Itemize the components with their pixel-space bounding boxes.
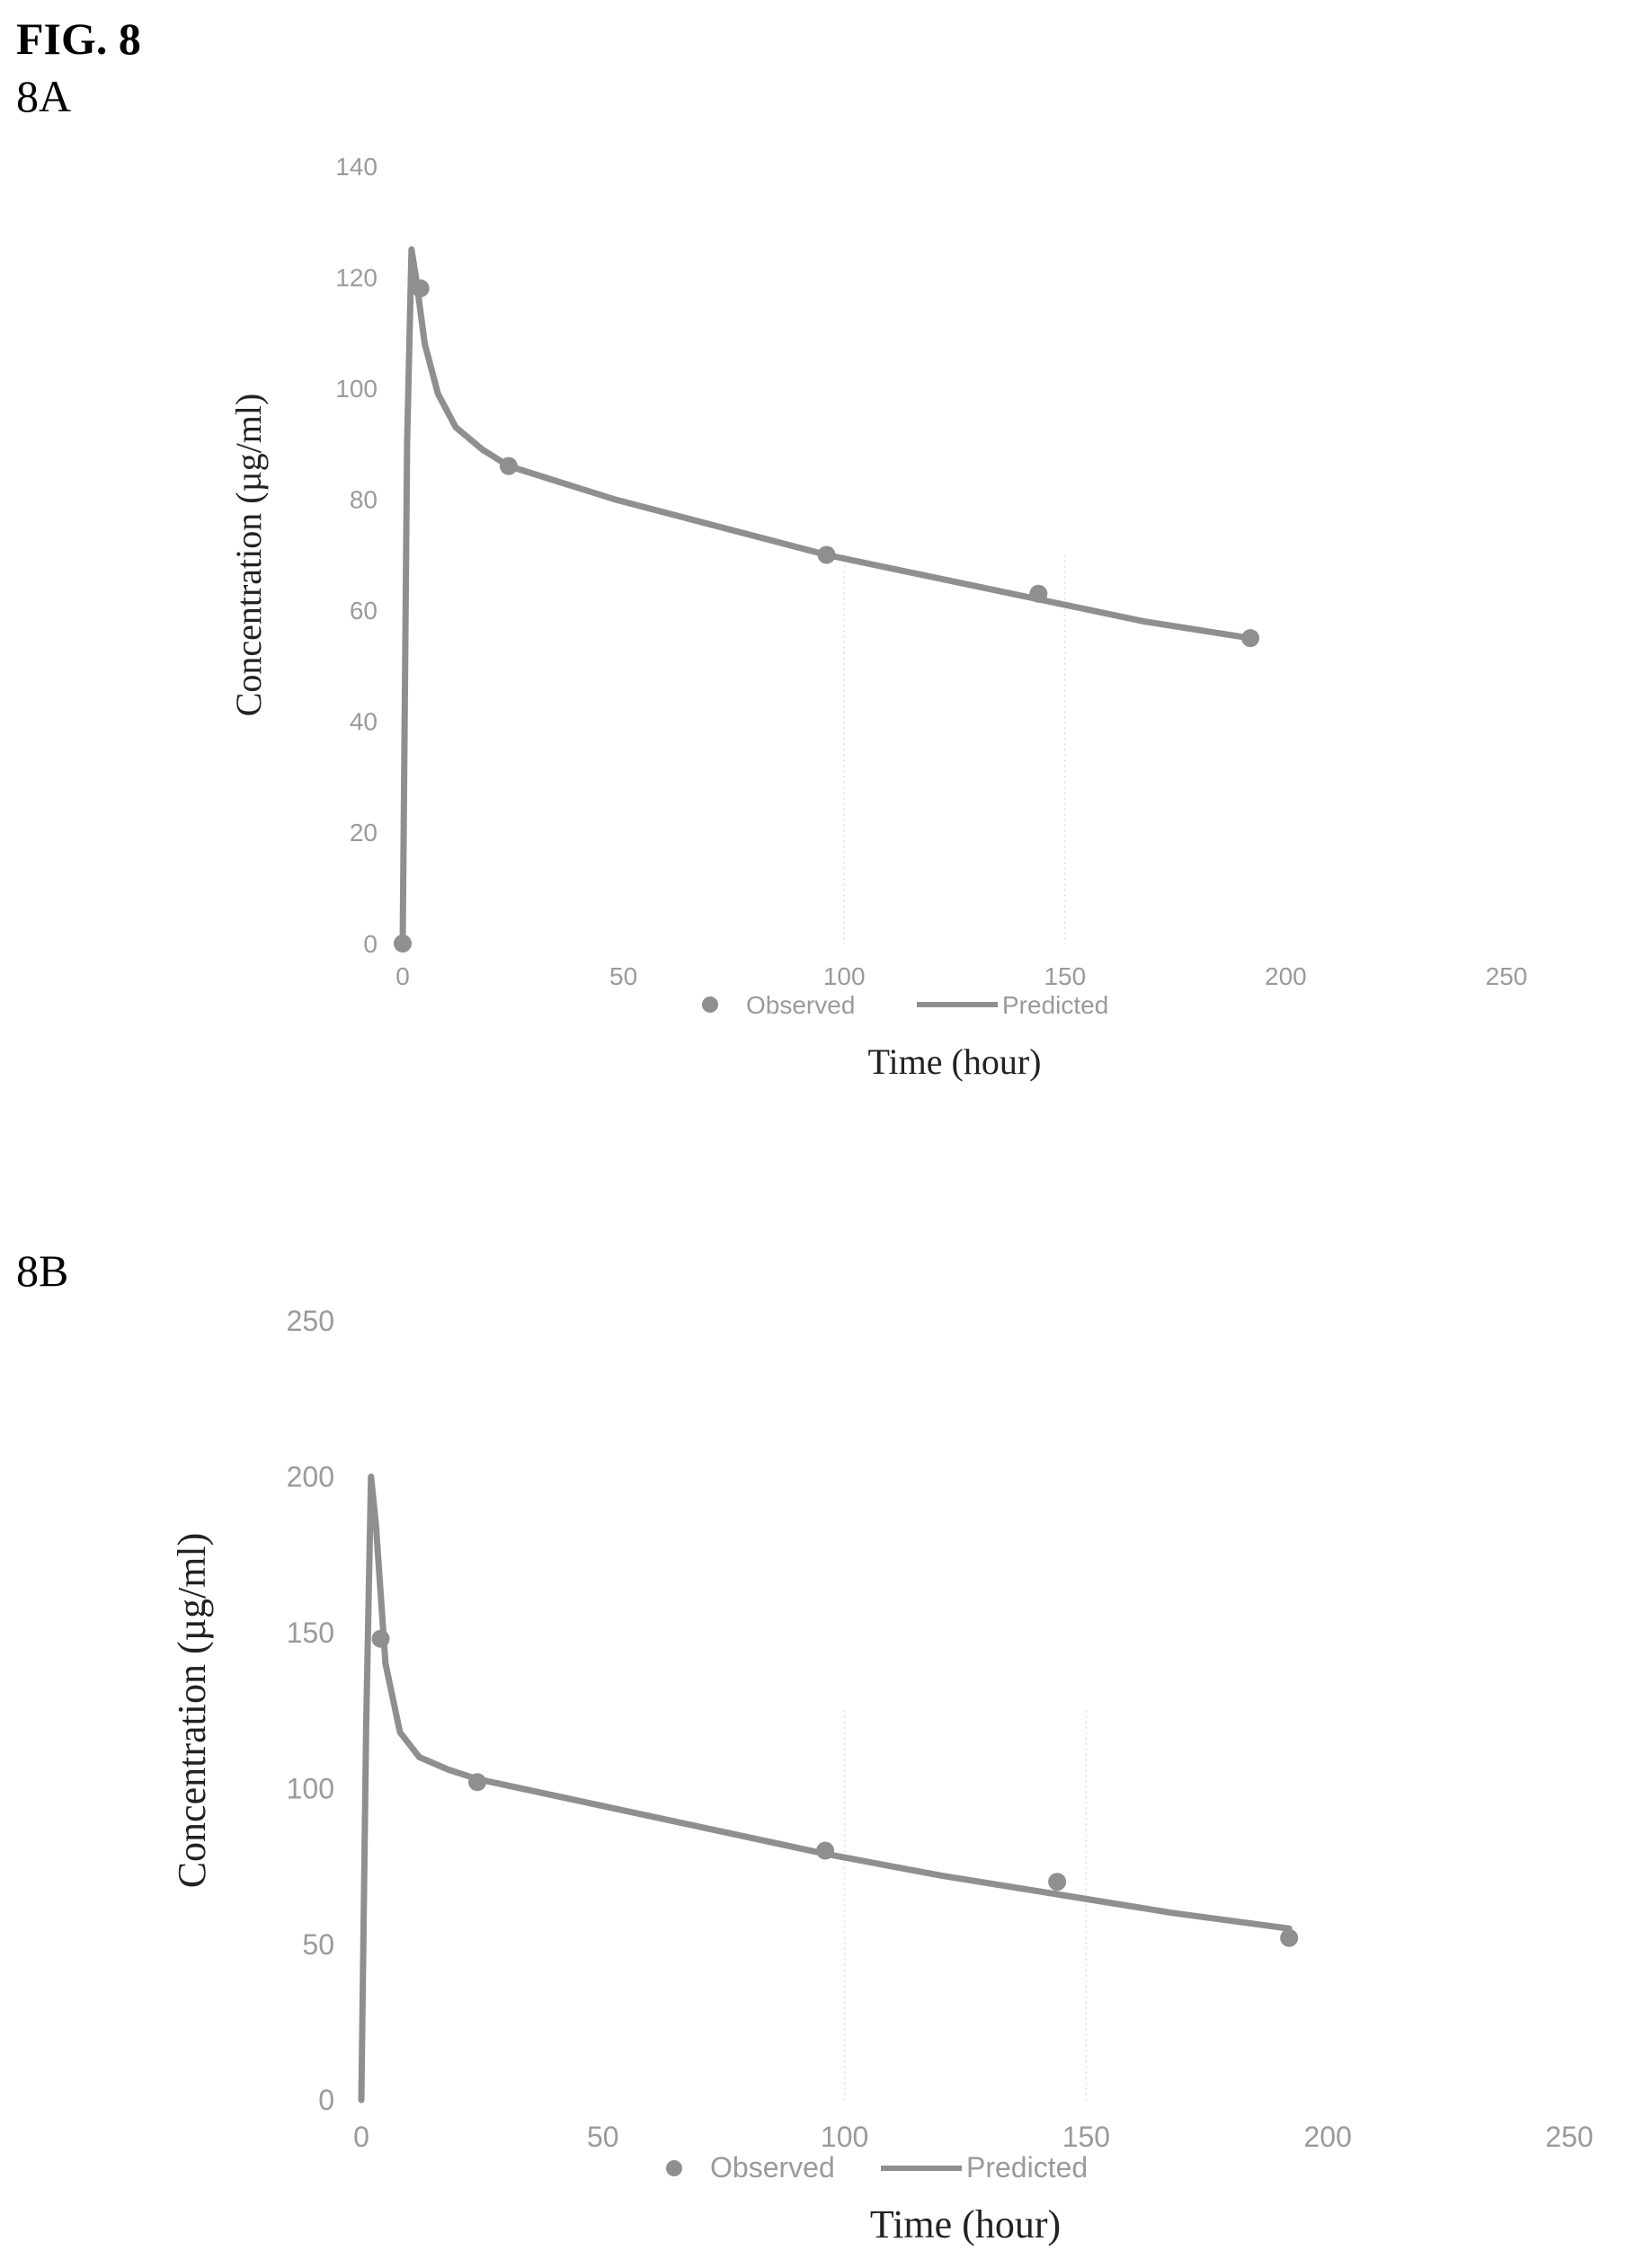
y-axis-title: Concentration (µg/ml) bbox=[170, 1533, 214, 1889]
x-axis-title: Time (hour) bbox=[870, 2202, 1061, 2246]
data-point-observed bbox=[1241, 629, 1260, 648]
y-tick-label: 200 bbox=[287, 1461, 334, 1493]
chart-8b: 0 50 100 150 200 250 0 50 100 150 200 250 Observed Pr… bbox=[170, 1305, 1594, 2246]
x-tick-label: 150 bbox=[1062, 2121, 1110, 2153]
x-tick-label: 150 bbox=[1044, 962, 1086, 990]
figure-title: FIG. 8 bbox=[16, 13, 141, 64]
panel-label-8b: 8B bbox=[16, 1245, 69, 1296]
y-tick-label: 80 bbox=[350, 486, 378, 514]
legend-label-predicted: Predicted bbox=[1002, 991, 1108, 1019]
y-axis-title: Concentration (µg/ml) bbox=[228, 394, 269, 717]
data-point-observed bbox=[817, 545, 836, 564]
legend-label-predicted: Predicted bbox=[966, 2151, 1088, 2184]
legend-label-observed: Observed bbox=[746, 991, 855, 1019]
x-tick-label: 100 bbox=[823, 962, 866, 990]
data-point-observed bbox=[499, 456, 518, 475]
data-point-observed bbox=[394, 935, 412, 952]
data-point-observed bbox=[816, 1841, 835, 1860]
x-tick-label: 200 bbox=[1304, 2121, 1352, 2153]
series-line-predicted bbox=[399, 246, 1254, 947]
data-point-observed bbox=[1280, 1928, 1299, 1947]
series-line-predicted bbox=[358, 1473, 1293, 2104]
legend-marker-observed bbox=[666, 2160, 682, 2176]
y-tick-label: 100 bbox=[287, 1772, 334, 1804]
legend-label-observed: Observed bbox=[710, 2151, 835, 2184]
y-tick-label: 0 bbox=[363, 930, 378, 958]
data-point-observed bbox=[371, 1629, 390, 1648]
y-tick-label: 40 bbox=[350, 708, 378, 736]
y-tick-label: 20 bbox=[350, 819, 378, 846]
x-tick-label: 0 bbox=[353, 2121, 369, 2153]
x-tick-label: 50 bbox=[587, 2121, 619, 2153]
x-tick-label: 50 bbox=[609, 962, 637, 990]
data-point-observed bbox=[411, 279, 430, 297]
y-tick-label: 100 bbox=[335, 375, 378, 403]
chart-8a: 0 20 40 60 80 100 120 140 0 50 100 150 200 250 Observe… bbox=[228, 153, 1528, 1082]
y-tick-label: 250 bbox=[287, 1305, 334, 1337]
y-tick-label: 50 bbox=[302, 1928, 334, 1961]
y-tick-label: 120 bbox=[335, 263, 378, 291]
y-tick-label: 150 bbox=[287, 1617, 334, 1649]
panel-label-8a: 8A bbox=[16, 71, 72, 121]
x-tick-label: 250 bbox=[1545, 2121, 1593, 2153]
y-tick-label: 140 bbox=[335, 153, 378, 181]
legend-marker-observed bbox=[702, 997, 718, 1013]
x-tick-label: 250 bbox=[1486, 962, 1528, 990]
x-tick-label: 0 bbox=[395, 962, 410, 990]
x-tick-label: 100 bbox=[821, 2121, 868, 2153]
y-tick-label: 0 bbox=[318, 2084, 334, 2116]
y-tick-label: 60 bbox=[350, 597, 378, 625]
x-axis-title: Time (hour) bbox=[868, 1041, 1042, 1082]
data-point-observed bbox=[1048, 1873, 1067, 1891]
data-point-observed bbox=[1029, 584, 1048, 603]
x-tick-label: 200 bbox=[1265, 962, 1307, 990]
data-point-observed bbox=[468, 1773, 487, 1792]
